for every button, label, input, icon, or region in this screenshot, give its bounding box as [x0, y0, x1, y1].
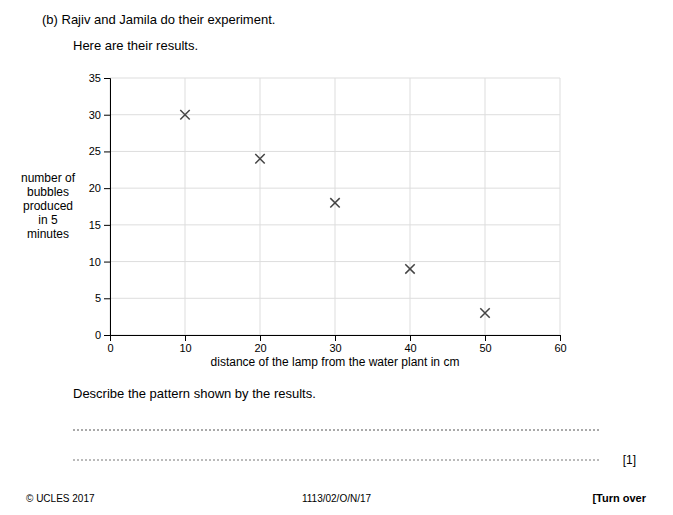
- y-tick: 30: [89, 109, 110, 121]
- mark: [1]: [623, 453, 636, 467]
- y-tick-mark: [104, 225, 110, 226]
- y-tick-label: 15: [89, 219, 101, 231]
- title: (b) Rajiv and Jamila do their experiment…: [42, 12, 275, 27]
- point: [330, 198, 339, 207]
- y-axis-title: number ofbubblesproducedin 5minutes: [21, 171, 76, 241]
- answer-line: [73, 460, 600, 461]
- y-grid-line: [110, 298, 560, 299]
- y-grid-line: [110, 188, 560, 189]
- x-tick: 10: [179, 335, 191, 354]
- x-tick-label: 50: [479, 342, 491, 354]
- y-tick: 25: [89, 145, 110, 157]
- y-tick: 0: [95, 329, 110, 341]
- y-grid-line: [110, 114, 560, 115]
- answer-line: [73, 430, 600, 431]
- y-axis-line: [104, 79, 111, 336]
- x-tick-label: 40: [404, 342, 416, 354]
- y-tick-mark: [104, 298, 110, 299]
- x-tick-label: 0: [107, 342, 113, 354]
- y-axis-title-line: minutes: [27, 227, 69, 241]
- x-tick: 30: [329, 335, 341, 354]
- x-tick-label: 60: [554, 342, 566, 354]
- y-tick-label: 5: [95, 292, 101, 304]
- y-axis-title-line: produced: [23, 199, 73, 213]
- x-tick-label: 10: [179, 342, 191, 354]
- y-tick: 35: [89, 72, 110, 84]
- y-tick: 20: [89, 182, 110, 194]
- y-tick-label: 35: [89, 72, 101, 84]
- y-grid-line: [110, 224, 560, 225]
- y-tick: 5: [95, 292, 110, 304]
- footer-right: [Turn over: [592, 492, 646, 504]
- x-grid-line: [485, 78, 486, 335]
- y-grid-line: [110, 78, 560, 79]
- y-axis-title-line: number of: [21, 171, 76, 185]
- y-tick-label: 30: [89, 109, 101, 121]
- x-grid-line: [410, 78, 411, 335]
- x-tick: 60: [554, 335, 566, 354]
- y-axis: 0 5 10 15 20 25 30 35: [89, 72, 111, 341]
- x-grid-line: [185, 78, 186, 335]
- x-axis-title: distance of the lamp from the water plan…: [211, 355, 460, 369]
- x-axis-line: [111, 336, 561, 342]
- y-axis-title-line: in 5: [38, 213, 58, 227]
- y-tick-mark: [104, 78, 110, 79]
- y-tick-mark: [104, 188, 110, 189]
- x-grid-line: [335, 78, 336, 335]
- point: [255, 154, 264, 163]
- y-grid-line: [110, 261, 560, 262]
- y-tick: 10: [89, 256, 110, 268]
- x-tick-mark: [260, 335, 261, 341]
- chart: (b) Rajiv and Jamila do their experiment…: [0, 0, 673, 515]
- x-grid-line: [260, 78, 261, 335]
- y-tick: 15: [89, 219, 110, 231]
- x-tick: 20: [254, 335, 266, 354]
- x-tick-mark: [560, 335, 561, 341]
- subtitle: Here are their results.: [73, 38, 198, 53]
- grid: [110, 78, 560, 335]
- x-tick-mark: [185, 335, 186, 341]
- y-tick-label: 20: [89, 182, 101, 194]
- y-tick-label: 0: [95, 329, 101, 341]
- x-tick: 40: [404, 335, 416, 354]
- y-tick-mark: [104, 335, 110, 336]
- y-tick-mark: [104, 151, 110, 152]
- point: [480, 308, 489, 317]
- points: [180, 110, 489, 318]
- y-tick-label: 10: [89, 256, 101, 268]
- x-grid-line: [560, 78, 561, 335]
- y-grid-line: [110, 151, 560, 152]
- x-tick-label: 30: [329, 342, 341, 354]
- x-tick-mark: [485, 335, 486, 341]
- footer-left: © UCLES 2017: [26, 493, 95, 504]
- question: Describe the pattern shown by the result…: [73, 386, 316, 401]
- y-tick-mark: [104, 262, 110, 263]
- point: [180, 110, 189, 119]
- x-axis: 0 10 20 30 40 50 60: [107, 335, 566, 354]
- y-tick-mark: [104, 115, 110, 116]
- x-tick: 50: [479, 335, 491, 354]
- x-tick-mark: [335, 335, 336, 341]
- footer-center: 1113/02/O/N/17: [302, 493, 372, 504]
- point: [405, 264, 414, 273]
- x-tick-mark: [410, 335, 411, 341]
- x-tick-label: 20: [254, 342, 266, 354]
- y-axis-title-line: bubbles: [27, 185, 69, 199]
- y-tick-label: 25: [89, 145, 101, 157]
- x-tick: 0: [107, 335, 113, 354]
